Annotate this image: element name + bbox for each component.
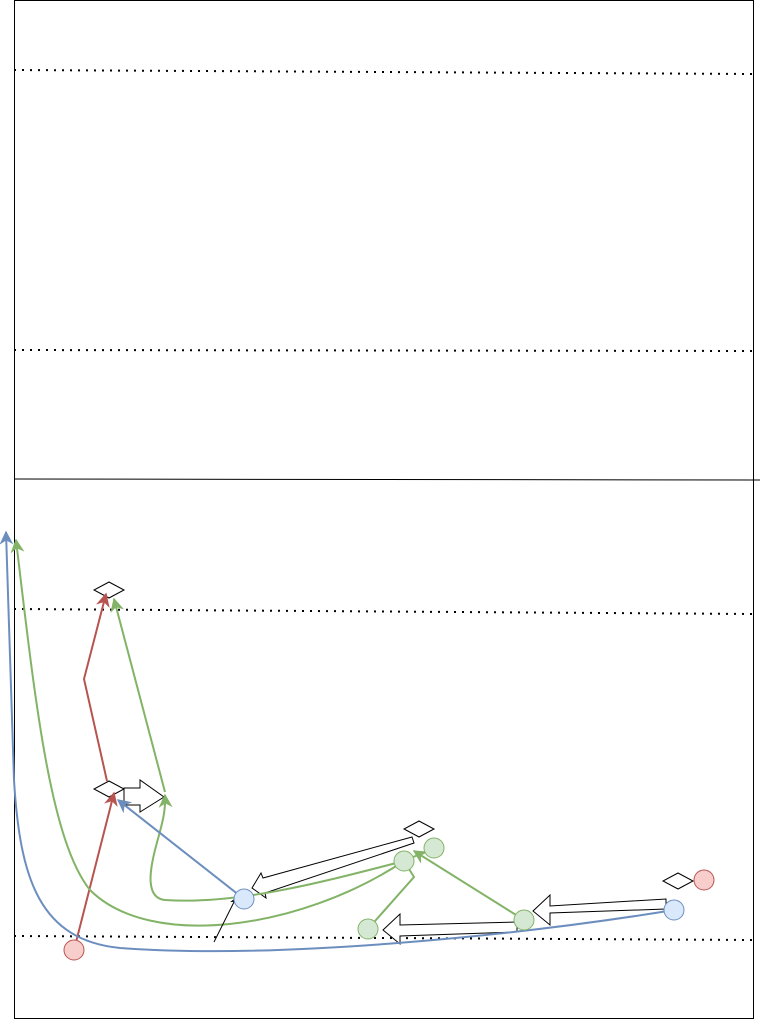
block-arrow-left-lower [382,912,518,946]
red-route-upper [82,592,110,782]
red-route-lower [73,791,118,951]
block-arrow-right-upper [532,893,667,927]
blue-route-long [0,530,675,953]
diamond-marker-center [402,820,436,838]
block-arrow-right [123,779,165,813]
diamond-marker-top [92,581,126,599]
player-blue-right [663,899,685,921]
block-arrow-diagonal [251,836,415,900]
player-green-d [357,918,379,940]
player-red-right [693,869,715,891]
green-route-cross [412,850,525,921]
yard-line-3 [13,608,754,615]
player-blue-center [233,888,255,910]
motion-arrow [213,897,237,943]
player-green-c [513,909,535,931]
blue-route-diagonal [116,799,245,900]
green-route-long [10,538,405,927]
player-green-a [393,850,415,872]
yard-line-2 [13,349,754,352]
yard-line-1 [13,69,754,75]
diamond-marker-mid [92,780,126,798]
midfield-line [13,478,761,481]
green-route-to-top-diamond [110,597,166,793]
field-border [14,0,754,1019]
green-route-down [367,860,416,930]
player-red-left [63,939,85,961]
player-green-b [423,837,445,859]
diamond-marker-right [661,872,695,890]
yard-line-4 [13,935,754,941]
